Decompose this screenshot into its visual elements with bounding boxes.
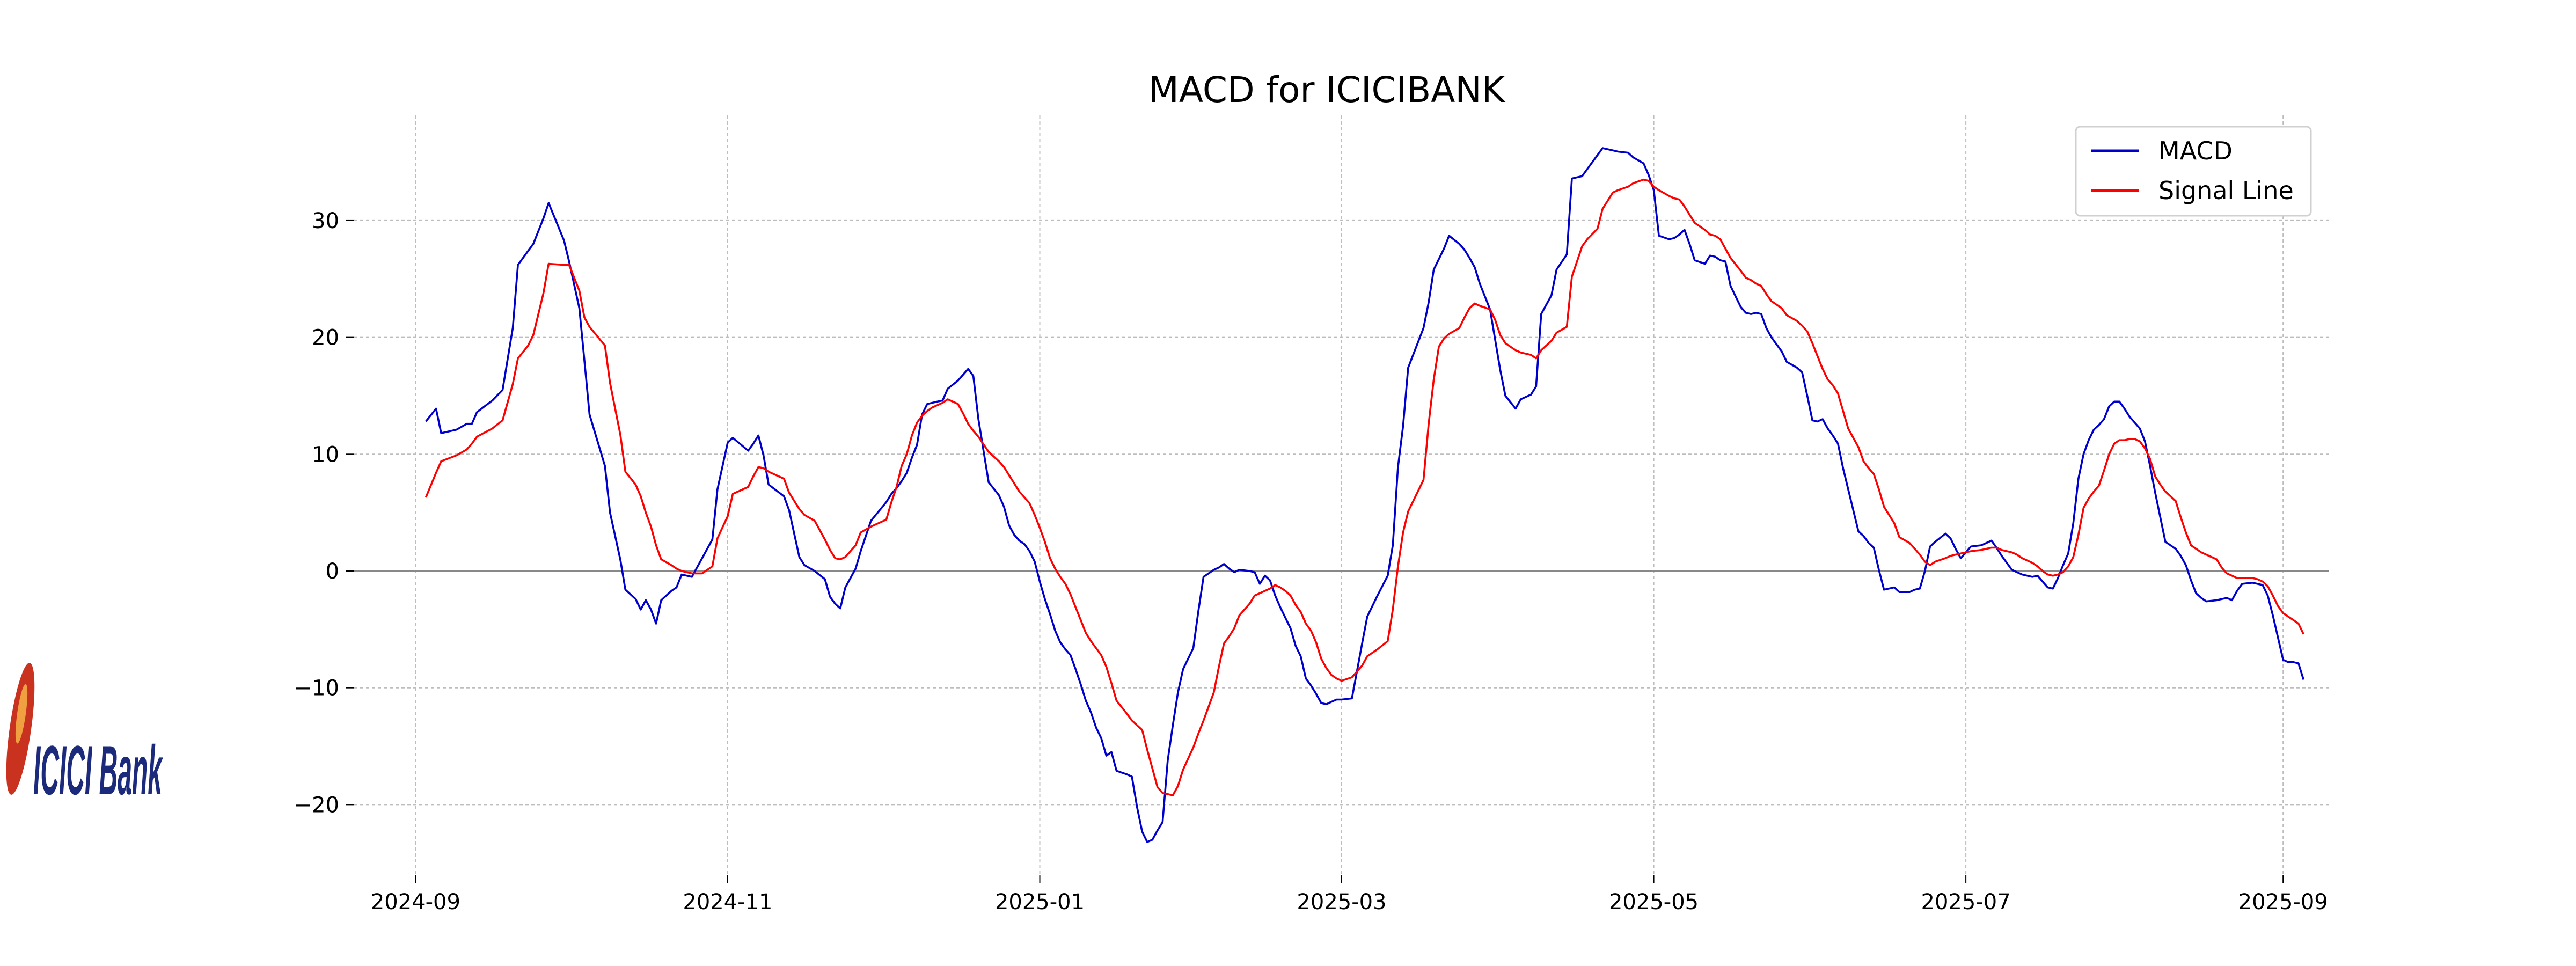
y-tick-label: 10 <box>312 442 339 467</box>
legend-signal-label: Signal Line <box>2158 176 2294 205</box>
x-tick-label: 2024-11 <box>683 890 772 914</box>
series-macd <box>425 147 2305 843</box>
y-tick-label: −20 <box>294 793 339 817</box>
y-tick-label: 30 <box>312 209 339 233</box>
series-lines <box>425 147 2305 843</box>
logo-emblem-inner <box>15 684 28 744</box>
x-tick-label: 2025-07 <box>1921 890 2011 914</box>
x-tick-label: 2025-09 <box>2238 890 2328 914</box>
macd-line <box>425 147 2305 843</box>
legend: MACD Signal Line <box>2075 126 2312 217</box>
axes: −20 −10 0 10 20 30 2024-09 2024-11 2025-01 2025-0… <box>294 209 2328 914</box>
legend-box <box>2075 126 2312 217</box>
x-tick-label: 2025-05 <box>1609 890 1699 914</box>
y-tick-label: −10 <box>294 676 339 701</box>
legend-macd-label: MACD <box>2158 136 2233 165</box>
x-tick-label: 2024-09 <box>371 890 460 914</box>
x-tick-label: 2025-01 <box>995 890 1085 914</box>
icici-bank-logo: ICICI Bank <box>6 663 163 809</box>
y-tick-label: 0 <box>326 559 339 584</box>
grid <box>354 115 2329 875</box>
series-signal <box>425 178 2304 796</box>
logo-wordmark: ICICI Bank <box>33 731 163 809</box>
y-tick-label: 20 <box>312 326 339 350</box>
signal-line <box>425 178 2304 796</box>
chart-title: MACD for ICICIBANK <box>1148 69 1506 111</box>
x-tick-label: 2025-03 <box>1297 890 1386 914</box>
